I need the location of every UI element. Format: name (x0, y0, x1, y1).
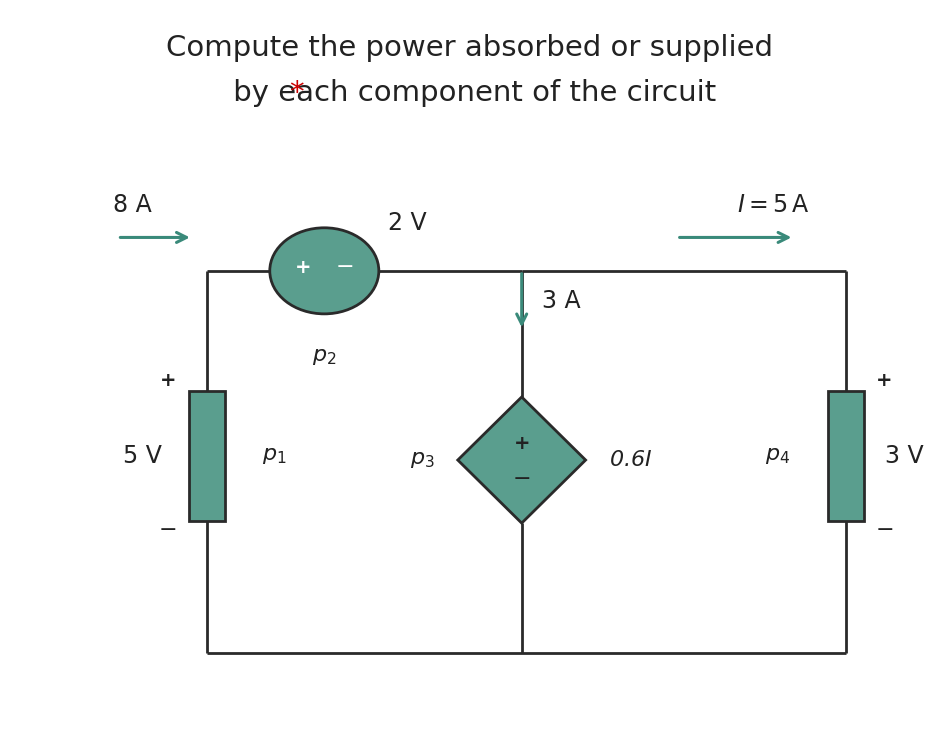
Text: Compute the power absorbed or supplied: Compute the power absorbed or supplied (166, 34, 774, 62)
Text: $p_4$: $p_4$ (765, 447, 791, 466)
Text: +: + (160, 371, 177, 390)
Text: −: − (336, 257, 354, 277)
Text: by each component of the circuit: by each component of the circuit (224, 79, 716, 107)
Bar (189, 392, 225, 521)
Text: $p_3$: $p_3$ (410, 450, 434, 470)
Text: 0.6$I$: 0.6$I$ (609, 450, 652, 470)
Text: $I=5\,\mathrm{A}$: $I=5\,\mathrm{A}$ (737, 193, 809, 217)
Polygon shape (458, 397, 586, 523)
Text: $p_1$: $p_1$ (262, 447, 287, 466)
Text: 8 A: 8 A (113, 193, 151, 217)
Text: 3 A: 3 A (542, 289, 581, 312)
Text: −: − (875, 520, 894, 540)
Text: +: + (513, 434, 530, 453)
Text: −: − (512, 469, 531, 488)
Text: +: + (295, 257, 312, 277)
Circle shape (270, 228, 379, 314)
Text: −: − (159, 520, 178, 540)
Bar (828, 392, 864, 521)
Text: 5 V: 5 V (123, 444, 163, 468)
Text: 2 V: 2 V (388, 211, 427, 235)
Text: +: + (876, 371, 893, 390)
Text: 3 V: 3 V (885, 444, 924, 468)
Text: $p_2$: $p_2$ (312, 347, 337, 367)
Text: *: * (289, 79, 304, 107)
